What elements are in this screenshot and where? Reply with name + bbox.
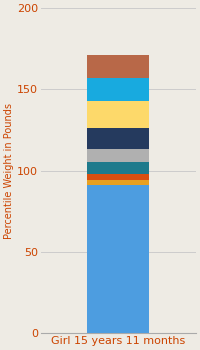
Bar: [87, 174, 149, 180]
Bar: [87, 149, 149, 162]
Bar: [87, 101, 149, 128]
Bar: [87, 162, 149, 174]
Bar: [87, 128, 149, 149]
Bar: [87, 180, 149, 185]
Bar: [87, 78, 149, 101]
Bar: [87, 185, 149, 333]
Bar: [87, 55, 149, 78]
Y-axis label: Percentile Weight in Pounds: Percentile Weight in Pounds: [4, 103, 14, 239]
